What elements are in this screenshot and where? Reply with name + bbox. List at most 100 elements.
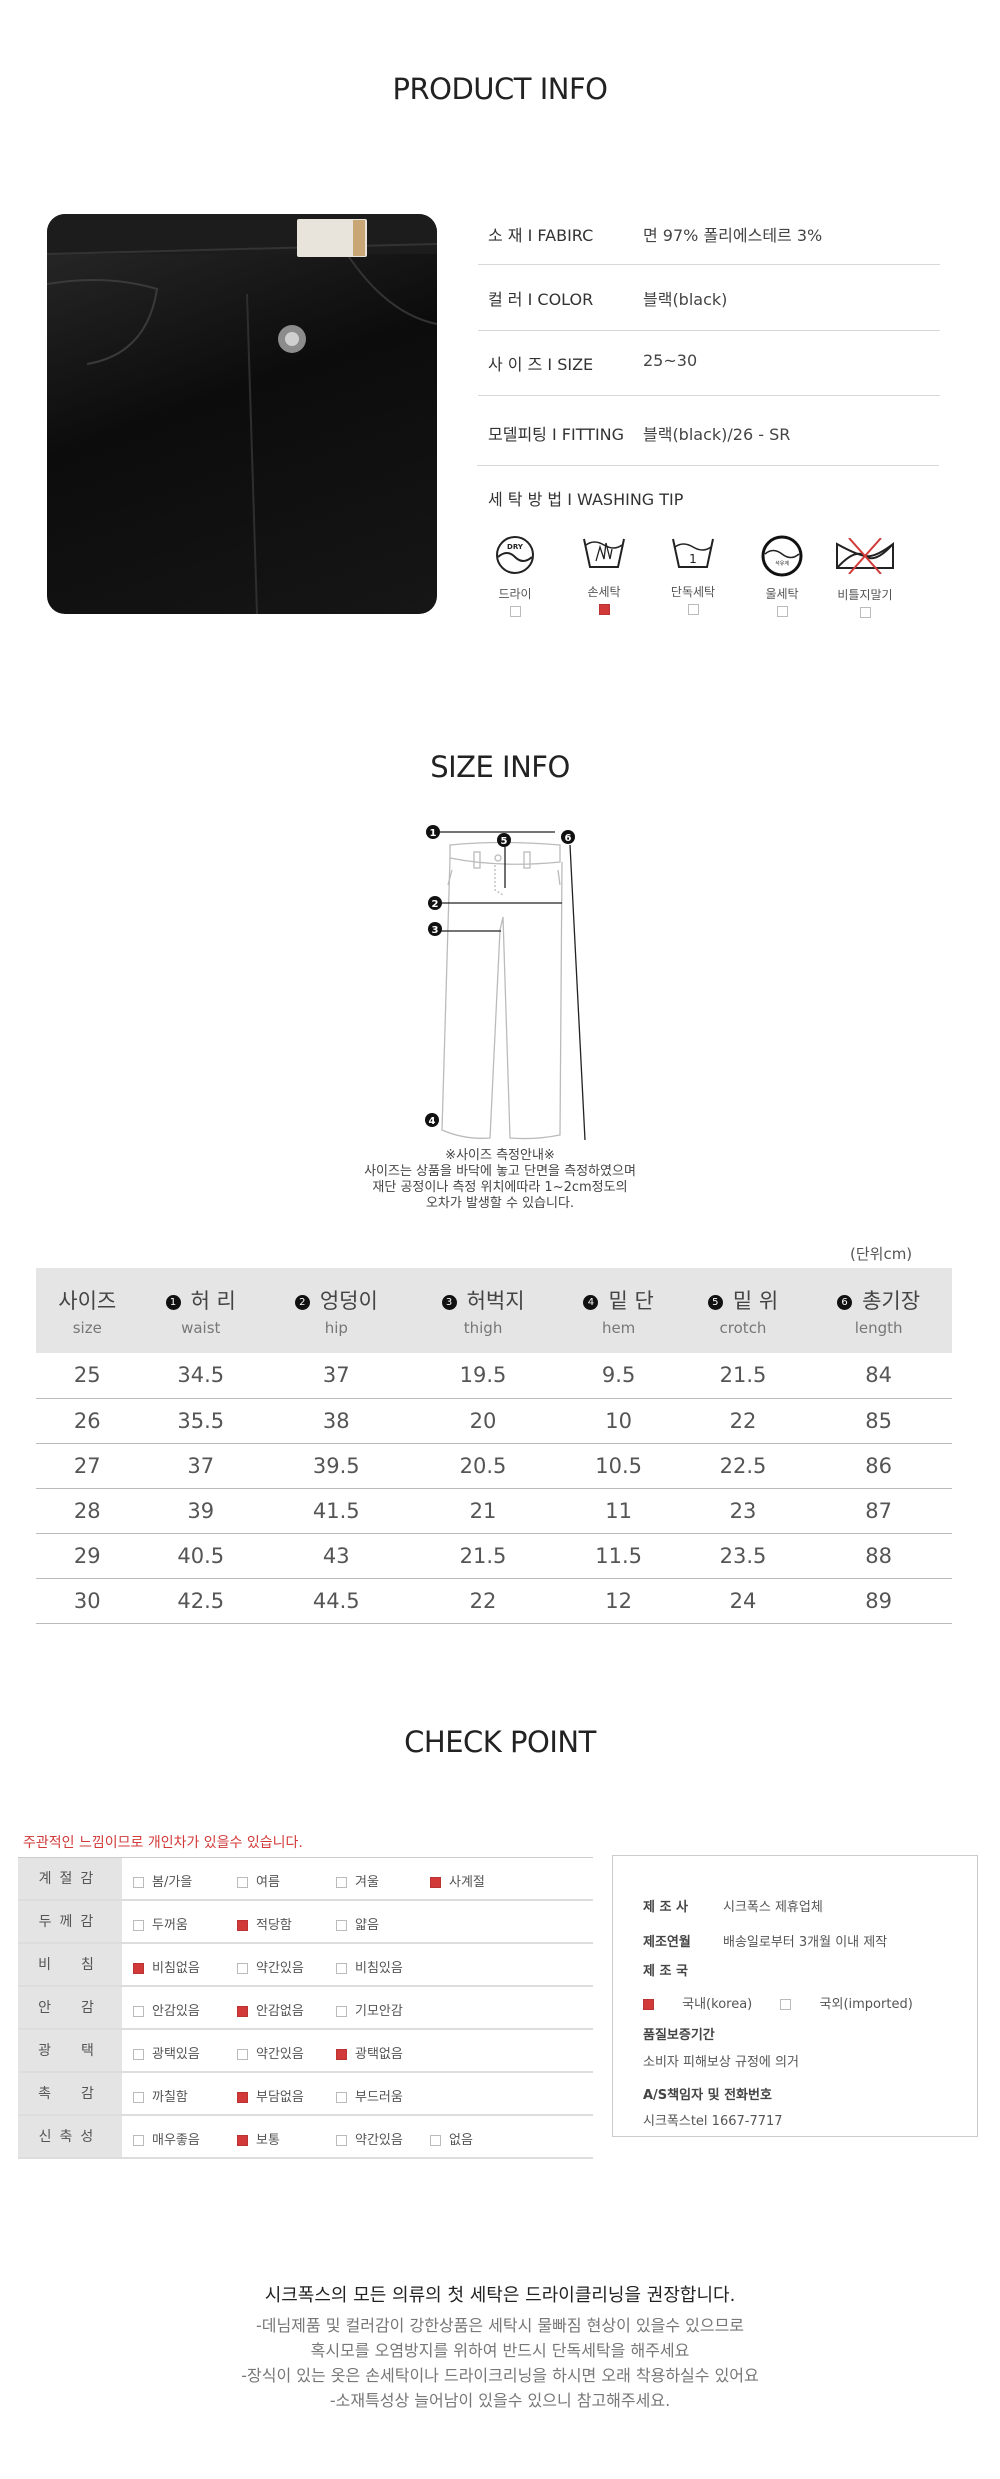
check-option[interactable]: 보통 bbox=[237, 2129, 280, 2148]
check-row-label: 두께감 bbox=[18, 1901, 122, 1942]
check-row-label: 안 감 bbox=[18, 1987, 122, 2028]
check-option[interactable]: 약간있음 bbox=[237, 1957, 304, 1976]
check-row: 신축성 매우좋음 보통 약간있음 없음 bbox=[18, 2116, 593, 2159]
option-checkbox[interactable] bbox=[237, 2135, 248, 2146]
subjective-notice: 주관적인 느낌이므로 개인차가 있을수 있습니다. bbox=[23, 1835, 303, 1851]
check-row: 비 침 비침없음 약간있음 비침있음 bbox=[18, 1944, 593, 1987]
check-option[interactable]: 비침없음 bbox=[133, 1957, 200, 1976]
option-label: 비침있음 bbox=[355, 1961, 403, 1976]
check-option[interactable]: 사계절 bbox=[430, 1871, 485, 1890]
marker-icon: 2 bbox=[294, 1294, 310, 1310]
unit-label: (단위cm) bbox=[850, 1245, 913, 1263]
check-option[interactable]: 기모안감 bbox=[336, 2000, 403, 2019]
option-checkbox[interactable] bbox=[237, 1877, 248, 1888]
check-option[interactable]: 얇음 bbox=[336, 1914, 379, 1933]
size-note-line: 재단 공정이나 측정 위치에따라 1~2cm정도의 bbox=[372, 1180, 628, 1195]
size-cell: 23.5 bbox=[680, 1533, 806, 1579]
option-checkbox[interactable] bbox=[133, 2006, 144, 2017]
size-cell: 30 bbox=[36, 1578, 139, 1624]
check-option[interactable]: 약간있음 bbox=[336, 2129, 403, 2148]
option-checkbox[interactable] bbox=[237, 1963, 248, 1974]
option-label: 적당함 bbox=[256, 1918, 292, 1933]
check-row-label: 계절감 bbox=[18, 1858, 122, 1899]
country-imported-checkbox[interactable] bbox=[780, 1999, 792, 2010]
size-cell: 28 bbox=[36, 1488, 139, 1534]
check-option[interactable]: 매우좋음 bbox=[133, 2129, 200, 2148]
check-option[interactable]: 두꺼움 bbox=[133, 1914, 188, 1933]
check-point-table: 계절감 봄/가을 여름 겨울 사계절 두께감 두꺼움 적당함 얇음 비 침 비침없음 약간있음 비침있음… bbox=[18, 1857, 593, 2159]
option-checkbox[interactable] bbox=[133, 2049, 144, 2060]
as-label: A/S책임자 및 전화번호 bbox=[643, 2088, 772, 2103]
date-value: 배송일로부터 3개월 이내 제작 bbox=[723, 1935, 888, 1950]
option-label: 없음 bbox=[449, 2133, 473, 2148]
option-checkbox[interactable] bbox=[237, 1920, 248, 1931]
check-option[interactable]: 약간있음 bbox=[237, 2043, 304, 2062]
wash-checkbox[interactable] bbox=[687, 604, 699, 615]
wash-label: 비틀지말기 bbox=[837, 588, 893, 602]
col-ko: 허 리 bbox=[190, 1288, 236, 1313]
check-option[interactable]: 없음 bbox=[430, 2129, 473, 2148]
check-row-label: 비 침 bbox=[18, 1944, 122, 1985]
size-cell: 10 bbox=[556, 1398, 681, 1444]
wash-label: 손세탁 bbox=[587, 585, 621, 599]
option-checkbox[interactable] bbox=[430, 2135, 441, 2146]
option-checkbox[interactable] bbox=[133, 2135, 144, 2146]
check-option[interactable]: 광택없음 bbox=[336, 2043, 403, 2062]
option-checkbox[interactable] bbox=[237, 2049, 248, 2060]
wash-checkbox[interactable] bbox=[776, 606, 788, 617]
size-col-header: 사이즈 size bbox=[36, 1268, 139, 1353]
check-option[interactable]: 안감있음 bbox=[133, 2000, 200, 2019]
option-checkbox[interactable] bbox=[237, 2092, 248, 2103]
option-checkbox[interactable] bbox=[133, 1877, 144, 1888]
option-checkbox[interactable] bbox=[336, 1920, 347, 1931]
product-details-box: 제 조 사 시크폭스 제휴업체 제조연월 배송일로부터 3개월 이내 제작 제 조 … bbox=[612, 1855, 978, 2137]
check-option[interactable]: 비침있음 bbox=[336, 1957, 403, 1976]
check-option[interactable]: 적당함 bbox=[237, 1914, 292, 1933]
svg-text:1: 1 bbox=[689, 552, 697, 566]
wash-label: 단독세탁 bbox=[670, 585, 716, 599]
wash-checkbox[interactable] bbox=[509, 606, 521, 617]
option-checkbox[interactable] bbox=[336, 2092, 347, 2103]
size-cell: 34.5 bbox=[138, 1353, 263, 1399]
check-option[interactable]: 광택있음 bbox=[133, 2043, 200, 2062]
check-option[interactable]: 까칠함 bbox=[133, 2086, 188, 2105]
option-checkbox[interactable] bbox=[336, 2135, 347, 2146]
size-cell: 85 bbox=[805, 1398, 952, 1444]
check-option[interactable]: 봄/가을 bbox=[133, 1871, 192, 1890]
wash-checkbox[interactable] bbox=[598, 604, 610, 615]
option-checkbox[interactable] bbox=[336, 2049, 347, 2060]
country-korea-label: 국내(korea) bbox=[682, 1997, 753, 2012]
option-checkbox[interactable] bbox=[133, 1920, 144, 1931]
option-label: 약간있음 bbox=[256, 2047, 304, 2062]
size-cell: 88 bbox=[805, 1533, 952, 1579]
size-cell: 42.5 bbox=[138, 1578, 263, 1624]
check-option[interactable]: 부드러움 bbox=[336, 2086, 403, 2105]
option-checkbox[interactable] bbox=[430, 1877, 441, 1888]
country-imported-label: 국외(imported) bbox=[819, 1997, 913, 2012]
marker-4: 4 bbox=[429, 1116, 436, 1127]
option-checkbox[interactable] bbox=[133, 2092, 144, 2103]
size-cell: 39.5 bbox=[262, 1443, 410, 1489]
option-checkbox[interactable] bbox=[336, 1963, 347, 1974]
size-cell: 89 bbox=[805, 1578, 952, 1624]
option-checkbox[interactable] bbox=[133, 1963, 144, 1974]
check-option[interactable]: 부담없음 bbox=[237, 2086, 304, 2105]
option-checkbox[interactable] bbox=[336, 2006, 347, 2017]
col-en: crotch bbox=[719, 1318, 767, 1337]
size-table: 사이즈 size 1 허 리 waist 2 엉덩이 hip 3 허벅지 thigh 4 밑 단 hem 5… bbox=[36, 1268, 952, 1624]
wash-checkbox[interactable] bbox=[859, 607, 871, 618]
option-checkbox[interactable] bbox=[237, 2006, 248, 2017]
marker-3: 3 bbox=[432, 925, 439, 936]
size-cell: 87 bbox=[805, 1488, 952, 1534]
option-checkbox[interactable] bbox=[336, 1877, 347, 1888]
info-value: 25~30 bbox=[643, 351, 698, 370]
option-label: 광택없음 bbox=[355, 2047, 403, 2062]
size-cell: 21 bbox=[409, 1488, 557, 1534]
size-note-line: 오차가 발생할 수 있습니다. bbox=[425, 1196, 575, 1211]
divider bbox=[478, 330, 940, 331]
check-option[interactable]: 여름 bbox=[237, 1871, 280, 1890]
check-option[interactable]: 안감없음 bbox=[237, 2000, 304, 2019]
check-option[interactable]: 겨울 bbox=[336, 1871, 379, 1890]
option-label: 보통 bbox=[256, 2133, 280, 2148]
country-korea-checkbox[interactable] bbox=[643, 1999, 654, 2010]
